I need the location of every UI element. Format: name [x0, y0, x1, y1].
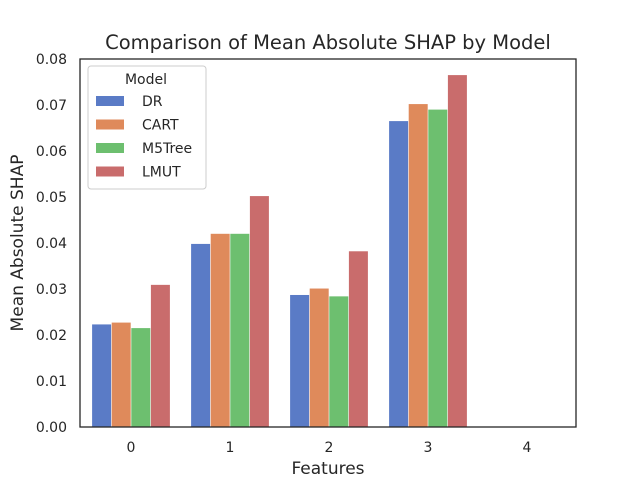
bar-cart-feature-1 [210, 233, 230, 427]
x-axis-ticks: 0 1 2 3 4 [127, 440, 532, 456]
bar-m5tree-feature-3 [428, 109, 448, 427]
plot-frame [79, 58, 577, 428]
legend-label-dr: DR [142, 94, 163, 110]
bar-dr-feature-1 [191, 243, 211, 427]
bar-m5tree-feature-2 [329, 296, 349, 427]
y-tick-label: 0.04 [36, 236, 67, 252]
y-tick-label: 0.06 [36, 144, 67, 160]
legend-items: DR CART M5Tree LMUT [96, 94, 192, 181]
legend-title: Model [125, 72, 167, 88]
y-axis-ticks: 0.00 0.01 0.02 0.03 0.04 0.05 0.06 0.07 0.08 [36, 52, 67, 436]
y-tick-label: 0.07 [36, 98, 67, 114]
y-tick-label: 0.02 [36, 328, 67, 344]
bar-dr-feature-2 [290, 294, 310, 427]
bar-lmut-feature-1 [249, 196, 269, 427]
y-tick-label: 0.00 [36, 420, 67, 436]
x-tick-label: 0 [127, 440, 136, 456]
legend-label-m5tree: M5Tree [142, 141, 192, 157]
bar-lmut-feature-3 [447, 75, 467, 427]
bar-lmut-feature-2 [348, 251, 368, 427]
y-tick-label: 0.01 [36, 374, 67, 390]
x-axis-label: Features [291, 459, 364, 479]
legend: Model DR CART M5Tree LMUT [87, 65, 207, 190]
chart-title: Comparison of Mean Absolute SHAP by Mode… [105, 31, 551, 54]
legend-label-cart: CART [142, 118, 179, 134]
legend-swatch-lmut [96, 166, 124, 177]
bar-dr-feature-3 [389, 121, 409, 427]
legend-swatch-m5tree [96, 143, 124, 153]
y-tick-label: 0.05 [36, 190, 67, 206]
y-tick-label: 0.08 [36, 52, 67, 68]
x-tick-label: 2 [325, 440, 334, 456]
bar-cart-feature-0 [111, 322, 131, 427]
bar-dr-feature-0 [92, 324, 112, 427]
x-tick-label: 1 [226, 440, 235, 456]
bar-m5tree-feature-1 [230, 233, 250, 427]
y-tick-label: 0.03 [36, 282, 67, 298]
bar-m5tree-feature-0 [131, 328, 151, 427]
bar-cart-feature-3 [408, 104, 428, 427]
legend-label-lmut: LMUT [142, 165, 181, 181]
legend-swatch-dr [96, 96, 124, 106]
bars-group [92, 75, 467, 427]
legend-swatch-cart [96, 119, 124, 130]
bar-lmut-feature-0 [150, 284, 170, 427]
y-axis-label: Mean Absolute SHAP [8, 155, 28, 332]
bar-cart-feature-2 [309, 288, 329, 427]
x-tick-label: 3 [424, 440, 433, 456]
x-tick-label: 4 [523, 440, 532, 456]
